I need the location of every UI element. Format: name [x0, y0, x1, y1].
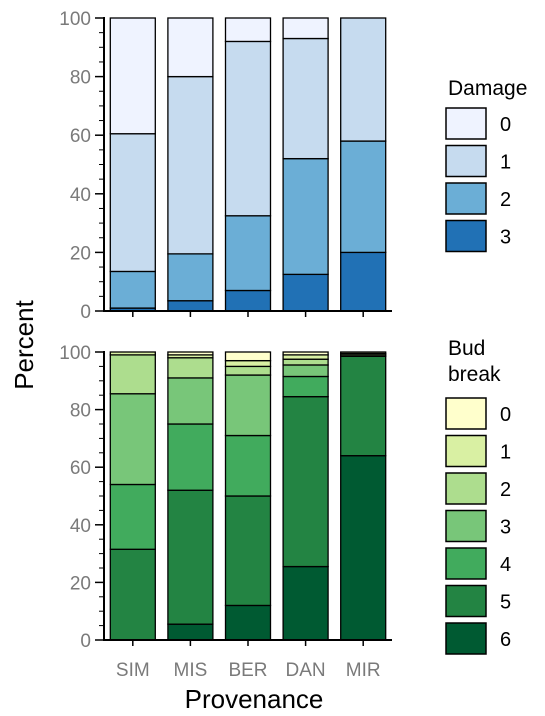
bar-segment [224, 40, 272, 217]
bar-segment [282, 395, 329, 568]
y-tick-label: 100 [59, 343, 91, 364]
bar-segment [340, 251, 387, 312]
y-tick-label: 80 [70, 401, 91, 422]
legend-title: break [448, 363, 501, 386]
y-tick-label: 20 [70, 243, 91, 264]
bar-segment [167, 351, 214, 356]
legend-swatch [445, 472, 487, 505]
bar-segment [167, 17, 214, 78]
bar-segment [109, 351, 156, 356]
bar-segment [224, 359, 272, 368]
x-axis-title: Provenance [185, 684, 324, 714]
bar-segment [109, 17, 156, 135]
legend-swatch [445, 434, 487, 468]
bar-segment [167, 300, 214, 312]
bar-segment [109, 354, 156, 395]
bar-segment [282, 37, 329, 160]
bar-segment [224, 374, 272, 437]
bar-segment [340, 17, 387, 142]
bar-segment [282, 351, 329, 356]
legend-swatch [445, 397, 487, 430]
bar-segment [340, 351, 387, 355]
legend-swatch [445, 107, 487, 140]
legend-label: 1 [500, 152, 511, 174]
legend-swatch [445, 144, 487, 178]
bar-segment [224, 604, 272, 641]
legend-swatch [445, 584, 487, 618]
y-tick-label: 80 [70, 68, 91, 89]
legend-swatch [445, 509, 487, 543]
y-tick-label: 0 [80, 302, 91, 323]
bar-segment [340, 140, 387, 254]
y-axis-title: Percent [9, 299, 39, 389]
bar-segment [167, 623, 214, 641]
bar-segment [224, 17, 272, 43]
legend-label: 2 [500, 479, 511, 501]
legend-title: Damage [448, 77, 527, 100]
bar-segment [282, 157, 329, 276]
bar-segment [167, 357, 214, 379]
x-tick-label: MIR [346, 660, 381, 681]
legend-label: 5 [500, 592, 511, 614]
x-tick-label: DAN [286, 660, 326, 681]
legend-label: 2 [500, 189, 511, 211]
y-tick-label: 0 [80, 631, 91, 652]
bar-segment [224, 289, 272, 312]
y-tick-label: 60 [70, 126, 91, 147]
bar-segment [340, 355, 387, 457]
x-tick-label: SIM [116, 660, 150, 681]
bar-segment [167, 489, 214, 625]
bar-segment [282, 273, 329, 312]
legend-swatch [445, 219, 487, 253]
legend-label: 3 [500, 517, 511, 539]
bar-segment [167, 253, 214, 302]
legend-swatch [445, 182, 487, 215]
x-tick-label: BER [228, 660, 267, 681]
y-tick-label: 20 [70, 573, 91, 594]
legend-swatch [445, 547, 487, 580]
bar-segment [167, 377, 214, 425]
legend-label: 1 [500, 442, 511, 464]
bar-segment [282, 17, 329, 40]
bar-segment [340, 455, 387, 641]
bar-segment [224, 365, 272, 376]
bar-segment [224, 215, 272, 292]
bar-segment [109, 483, 156, 550]
damage-panel: 0 20 40 60 80 100 Damage 0 1 2 3 [59, 9, 527, 323]
bar-segment [224, 434, 272, 497]
y-tick-label: 100 [59, 9, 91, 30]
x-tick-label: MIS [174, 660, 208, 681]
legend-label: 0 [500, 114, 511, 136]
bar-segment [167, 423, 214, 491]
bar-segment [224, 351, 272, 362]
bud-break-panel: 0 20 40 60 80 100 SIM MIS BER DAN MIR Bud break 0 1 2 3 4… [59, 337, 511, 681]
legend-label: 0 [500, 404, 511, 426]
bar-segment [109, 548, 156, 641]
y-tick-label: 40 [70, 185, 91, 206]
bar-segment [167, 75, 214, 255]
bar-segment [109, 133, 156, 273]
bar-segment [282, 375, 329, 398]
legend-label: 3 [500, 227, 511, 249]
bar-segment [109, 270, 156, 309]
bar-segment [282, 364, 329, 378]
legend-swatch [445, 622, 487, 655]
legend-label: 4 [500, 554, 511, 576]
legend-title: Bud [448, 337, 485, 360]
bar-segment [282, 565, 329, 641]
legend-label: 6 [500, 629, 511, 651]
bar-segment [282, 358, 329, 366]
bar-segment [109, 393, 156, 486]
y-tick-label: 60 [70, 458, 91, 479]
bar-segment [224, 495, 272, 607]
y-tick-label: 40 [70, 516, 91, 537]
